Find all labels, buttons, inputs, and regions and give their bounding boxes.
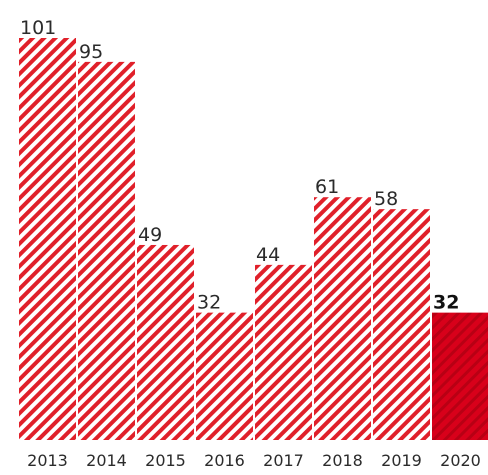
x-tick-label-2020: 2020 [440, 451, 481, 470]
value-label-2013: 101 [20, 17, 56, 39]
value-label-2019: 58 [374, 188, 398, 210]
value-label-2020: 32 [433, 292, 459, 314]
value-labels-group: 101 95 49 32 44 61 58 32 [20, 17, 459, 314]
bar-2014 [78, 61, 135, 440]
x-tick-label-2014: 2014 [86, 451, 127, 470]
x-axis-ticks-group: 2013 2014 2015 2016 2017 2018 2019 2020 [27, 451, 481, 470]
bar-2013 [19, 38, 76, 440]
value-label-2014: 95 [79, 41, 103, 63]
bars-group [19, 38, 488, 440]
x-tick-label-2019: 2019 [381, 451, 422, 470]
bar-2016 [196, 312, 253, 440]
value-label-2017: 44 [256, 244, 280, 266]
value-label-2016: 32 [197, 292, 221, 314]
x-tick-label-2017: 2017 [263, 451, 304, 470]
bar-2015 [137, 244, 194, 440]
bar-2017 [255, 264, 312, 440]
bar-2018 [314, 197, 371, 440]
bar-2019 [373, 209, 430, 440]
value-label-2018: 61 [315, 176, 339, 198]
x-tick-label-2018: 2018 [322, 451, 363, 470]
value-label-2015: 49 [138, 224, 162, 246]
x-tick-label-2016: 2016 [204, 451, 245, 470]
x-tick-label-2013: 2013 [27, 451, 68, 470]
bar-2020 [432, 312, 488, 440]
x-tick-label-2015: 2015 [145, 451, 186, 470]
